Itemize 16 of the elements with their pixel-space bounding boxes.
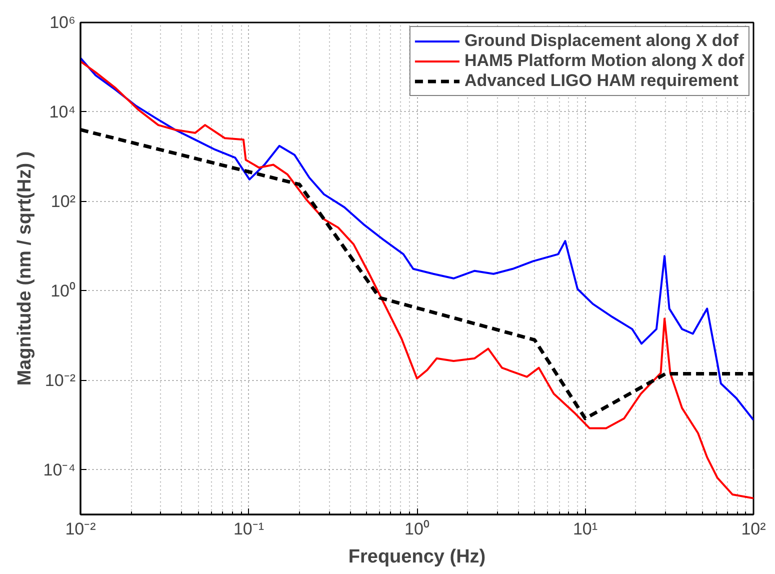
y-tick-label: 10⁶ [50,13,76,32]
x-tick-label: 10⁻² [65,520,96,538]
legend-label: Ground Displacement along X dof [464,31,738,51]
y-tick-label: 10⁻² [44,370,76,390]
x-tick-label: 10² [741,520,766,538]
x-tick-label: 10⁰ [404,520,430,538]
x-tick-label: 10¹ [572,520,598,538]
legend-label: Advanced LIGO HAM requirement [464,71,738,91]
y-tick-label: 10⁰ [50,281,76,300]
y-tick-label: 10⁴ [49,102,76,122]
legend-label: HAM5 Platform Motion along X dof [464,51,744,71]
x-axis-title: Frequency (Hz) [348,546,486,568]
y-tick-label: 10² [50,192,76,211]
y-axis-title: Magnitude (nm / sqrt(Hz) ) [14,151,36,386]
y-tick-label: 10⁻⁴ [43,460,76,480]
x-tick-label: 10⁻¹ [233,520,264,538]
